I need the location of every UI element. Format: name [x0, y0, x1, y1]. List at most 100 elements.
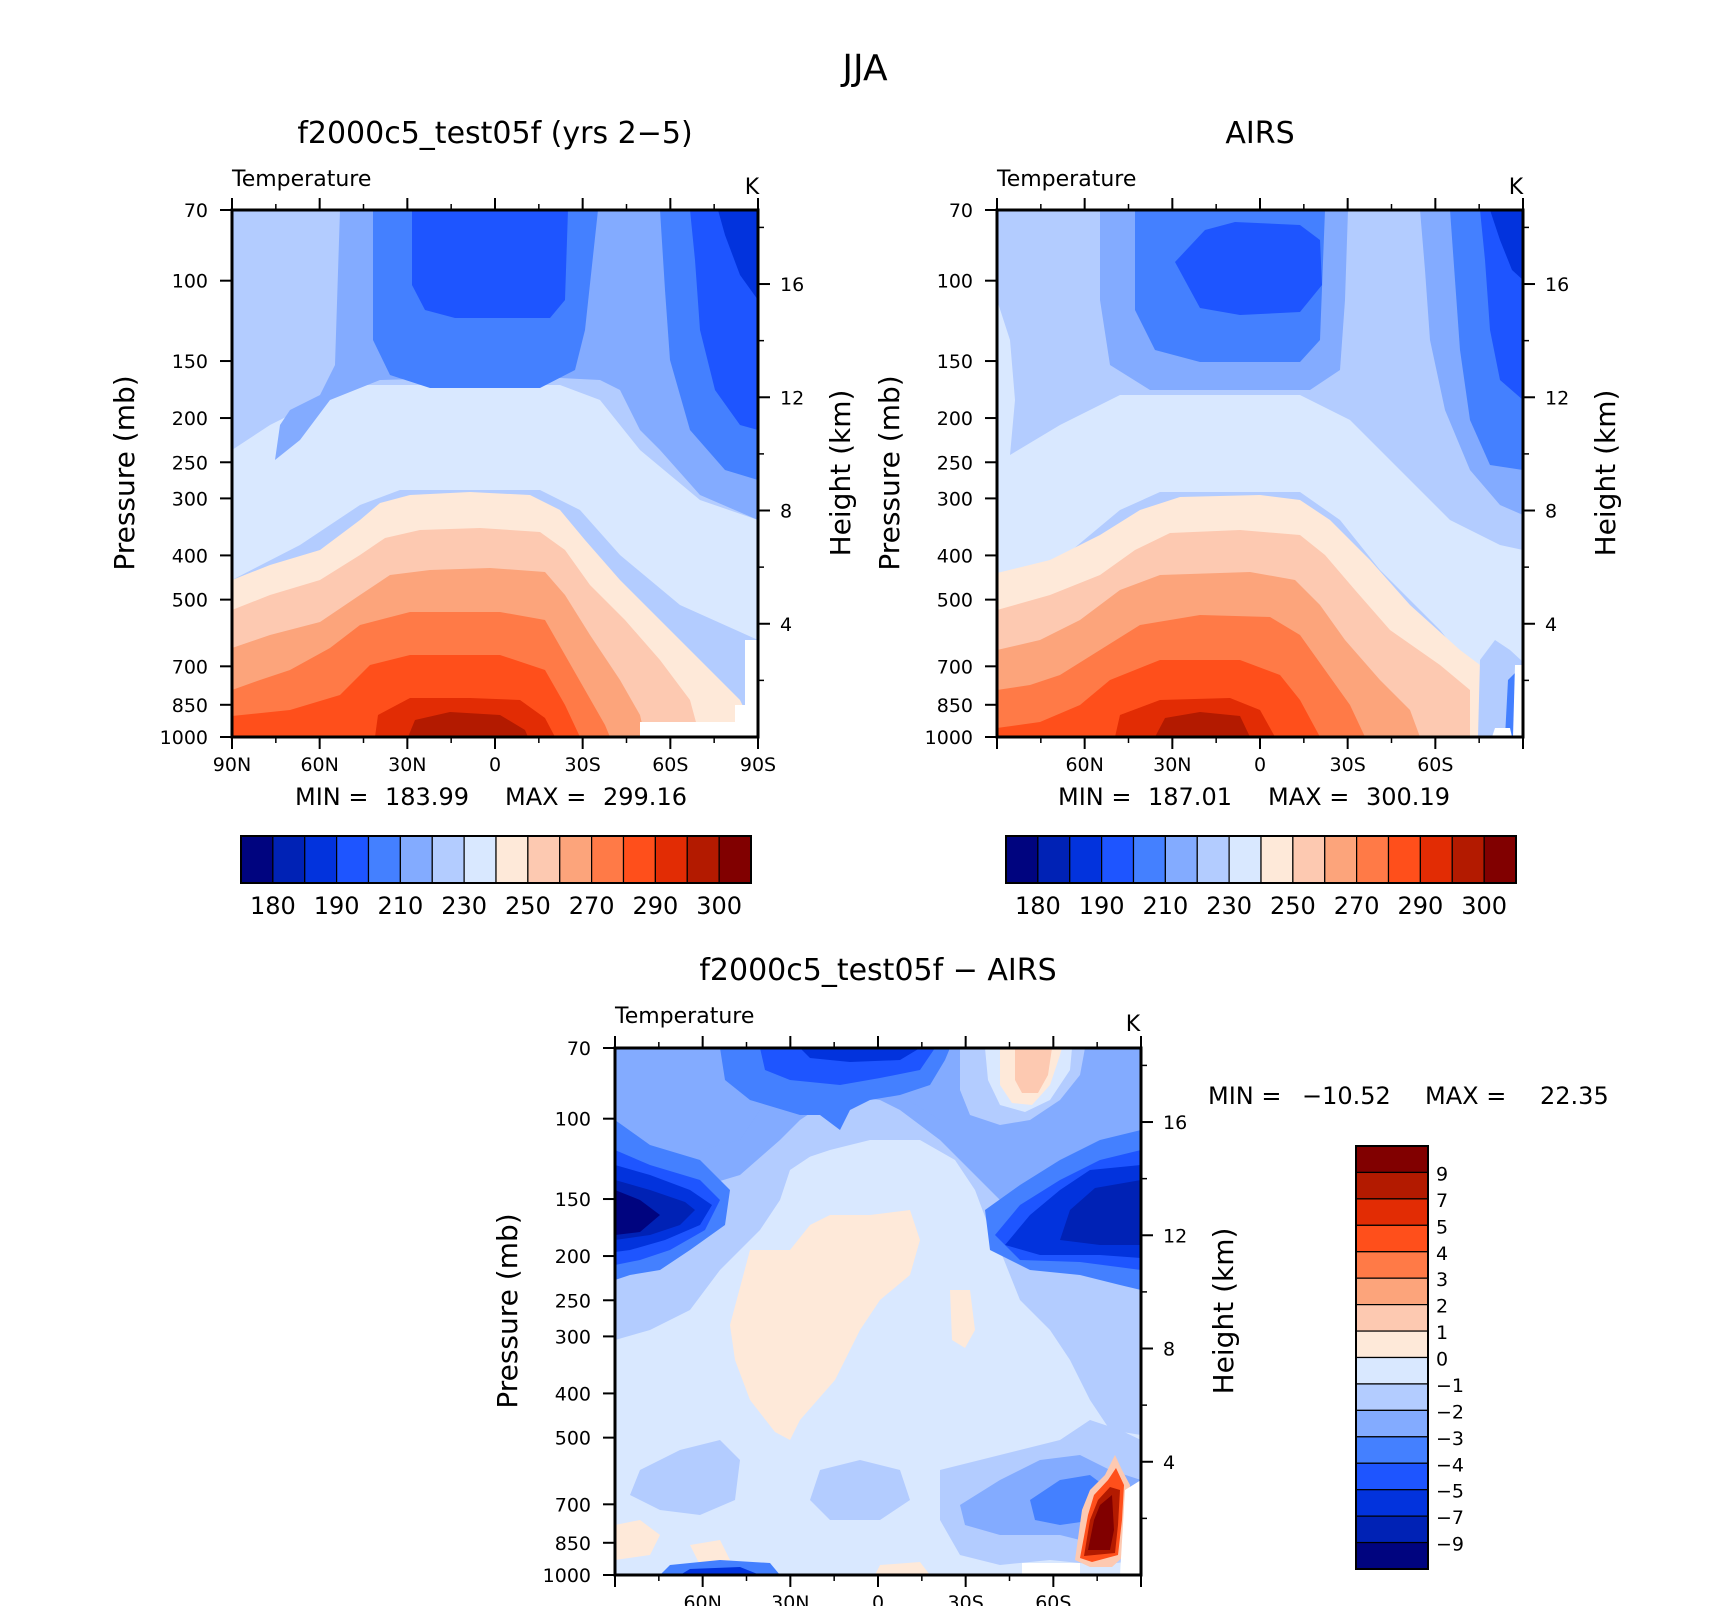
colorbar-label: −2 [1436, 1401, 1464, 1423]
colorbar-label: 190 [314, 892, 360, 920]
panel-model-variable: Temperature [231, 167, 371, 192]
x-tick-label: 30S [948, 1592, 984, 1606]
colorbar-swatch [1069, 835, 1103, 884]
colorbar-swatch [654, 835, 688, 884]
y-tick-label: 300 [937, 488, 973, 510]
colorbar-label: −5 [1436, 1481, 1464, 1503]
panel-model-title: f2000c5_test05f (yrs 2−5) [297, 116, 692, 151]
panel-obs: AIRS Temperature K [873, 116, 1622, 920]
colorbar-label: 7 [1436, 1190, 1448, 1212]
panel-diff-units: K [1126, 1012, 1141, 1037]
panel-diff-max-value: 22.35 [1540, 1082, 1609, 1110]
missing-data-region [1022, 1563, 1080, 1575]
colorbar-swatch [1387, 835, 1421, 884]
x-tick-label: 60N [1065, 754, 1103, 776]
colorbar-label: 9 [1436, 1163, 1448, 1185]
colorbar-swatch [495, 835, 529, 884]
colorbar-label: −9 [1436, 1534, 1464, 1556]
y-right-tick-label: 12 [1163, 1225, 1187, 1247]
panel-model-max-label: MAX = [505, 783, 586, 811]
colorbar-swatch [686, 835, 720, 884]
y-tick-label: 850 [172, 695, 208, 717]
y-tick-label: 400 [555, 1383, 591, 1405]
y-tick-label: 150 [555, 1189, 591, 1211]
colorbar-swatch [1355, 1330, 1429, 1359]
colorbar-label: 5 [1436, 1216, 1448, 1238]
x-tick-label: 90S [740, 754, 776, 776]
contour-fill-lower-b [810, 1460, 910, 1520]
y-right-tick-label: 8 [780, 501, 792, 523]
panel-obs-max-value: 300.19 [1366, 783, 1450, 811]
colorbar-swatch [1355, 1277, 1429, 1306]
contour-fill-295-300 [1155, 712, 1250, 737]
y-tick-label: 100 [172, 271, 208, 293]
colorbar-swatch [463, 835, 497, 884]
y-tick-label: 200 [555, 1246, 591, 1268]
y-tick-label: 150 [172, 351, 208, 373]
contour-fill-lower-warm-c [875, 1562, 930, 1575]
panel-obs-title: AIRS [1225, 116, 1294, 151]
panel-model-ylabel: Pressure (mb) [108, 375, 141, 570]
panel-model-axes: 90N 60N 30N 0 30S 60S 90S 70 100 150 200 250 300 400 5… [160, 198, 804, 776]
panel-obs-min-label: MIN = [1058, 783, 1131, 811]
x-tick-label: 60N [683, 1592, 721, 1606]
colorbar-label: 2 [1436, 1296, 1448, 1318]
colorbar-label: 3 [1436, 1269, 1448, 1291]
panel-model-units: K [745, 175, 760, 200]
y-tick-label: 1000 [543, 1565, 591, 1587]
y-right-tick-label: 16 [780, 274, 804, 296]
colorbar-swatch [1037, 835, 1071, 884]
x-tick-label: 0 [489, 754, 501, 776]
missing-data-region-b [1120, 1480, 1141, 1575]
colorbar-label: 270 [569, 892, 615, 920]
colorbar-label: −7 [1436, 1507, 1464, 1529]
super-title: JJA [840, 48, 888, 89]
y-right-tick-label: 4 [780, 614, 792, 636]
colorbar-swatch [1355, 1356, 1429, 1385]
colorbar-swatch [1355, 1489, 1429, 1517]
panel-obs-colorbar: 180 190 210 230 250 270 290 300 [1005, 835, 1517, 920]
panel-model-max-value: 299.16 [603, 783, 687, 811]
colorbar-label: 230 [1206, 892, 1252, 920]
panel-diff: f2000c5_test05f − AIRS Temperature K [491, 953, 1609, 1606]
x-tick-label: 60S [1417, 754, 1453, 776]
colorbar-swatch [1164, 835, 1198, 884]
y-tick-label: 500 [937, 590, 973, 612]
colorbar-swatch [1355, 1541, 1429, 1570]
colorbar-swatch [1355, 1251, 1429, 1279]
contour-fill-lower-warm [615, 1520, 660, 1560]
x-tick-label: 0 [872, 1592, 884, 1606]
contour-fill-185-190 [1490, 210, 1523, 280]
colorbar-swatch [622, 835, 656, 884]
x-tick-label: 30N [771, 1592, 809, 1606]
panel-diff-ylabel: Pressure (mb) [491, 1213, 524, 1408]
panel-model-contours [232, 210, 758, 737]
panel-obs-variable: Temperature [996, 167, 1136, 192]
colorbar-swatch [591, 835, 625, 884]
y-right-tick-label: 4 [1163, 1452, 1175, 1474]
contour-fill-mid-warm [730, 1210, 920, 1440]
colorbar-swatch [1355, 1436, 1429, 1464]
panel-obs-max-label: MAX = [1268, 783, 1349, 811]
colorbar-swatch [1355, 1224, 1429, 1253]
colorbar-swatch [1260, 835, 1294, 884]
colorbar-swatch [527, 835, 561, 884]
colorbar-swatch [1355, 1198, 1429, 1226]
y-tick-label: 250 [172, 452, 208, 474]
contour-fill-mid-warm-b [950, 1290, 975, 1348]
y-right-tick-label: 12 [780, 387, 804, 409]
panel-diff-min-value: −10.52 [1302, 1082, 1391, 1110]
y-tick-label: 700 [937, 656, 973, 678]
missing-data-region [640, 640, 758, 737]
y-tick-label: 400 [172, 545, 208, 567]
colorbar-swatch [559, 835, 593, 884]
panel-diff-max-label: MAX = [1425, 1082, 1506, 1110]
colorbar-swatch [399, 835, 433, 884]
colorbar-swatch [1355, 1383, 1429, 1411]
colorbar-swatch [1356, 835, 1390, 884]
x-tick-label: 30N [388, 754, 426, 776]
colorbar-swatch [1355, 1515, 1429, 1544]
panel-diff-min-label: MIN = [1208, 1082, 1281, 1110]
colorbar-swatch [1419, 835, 1453, 884]
